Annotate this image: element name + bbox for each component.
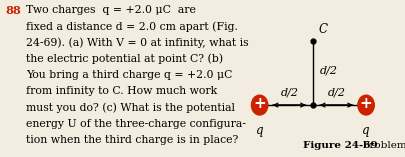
Text: fixed a distance d = 2.0 cm apart (Fig.: fixed a distance d = 2.0 cm apart (Fig. — [26, 21, 238, 32]
Text: d/2: d/2 — [280, 88, 298, 98]
Text: +: + — [360, 96, 373, 111]
Text: d/2: d/2 — [327, 88, 345, 98]
Text: energy U of the three-charge configura-: energy U of the three-charge configura- — [26, 119, 246, 129]
Text: from infinity to C. How much work: from infinity to C. How much work — [26, 86, 217, 96]
Text: must you do? (c) What is the potential: must you do? (c) What is the potential — [26, 103, 235, 113]
Text: Figure 24-69: Figure 24-69 — [303, 141, 377, 150]
Text: +: + — [253, 96, 266, 111]
Text: 88: 88 — [5, 5, 21, 16]
Text: Two charges  q = +2.0 μC  are: Two charges q = +2.0 μC are — [26, 5, 196, 15]
Text: You bring a third charge q = +2.0 μC: You bring a third charge q = +2.0 μC — [26, 70, 232, 80]
Text: q: q — [256, 124, 263, 137]
Text: d/2: d/2 — [320, 65, 338, 76]
Text: tion when the third charge is in place?: tion when the third charge is in place? — [26, 135, 238, 145]
Text: the electric potential at point C? (b): the electric potential at point C? (b) — [26, 54, 223, 64]
Text: C: C — [319, 23, 328, 36]
Circle shape — [358, 95, 374, 115]
Text: Problem 88.: Problem 88. — [356, 141, 405, 150]
Circle shape — [252, 95, 268, 115]
Text: q: q — [362, 124, 370, 137]
Text: 24-69). (a) With V = 0 at infinity, what is: 24-69). (a) With V = 0 at infinity, what… — [26, 37, 249, 48]
